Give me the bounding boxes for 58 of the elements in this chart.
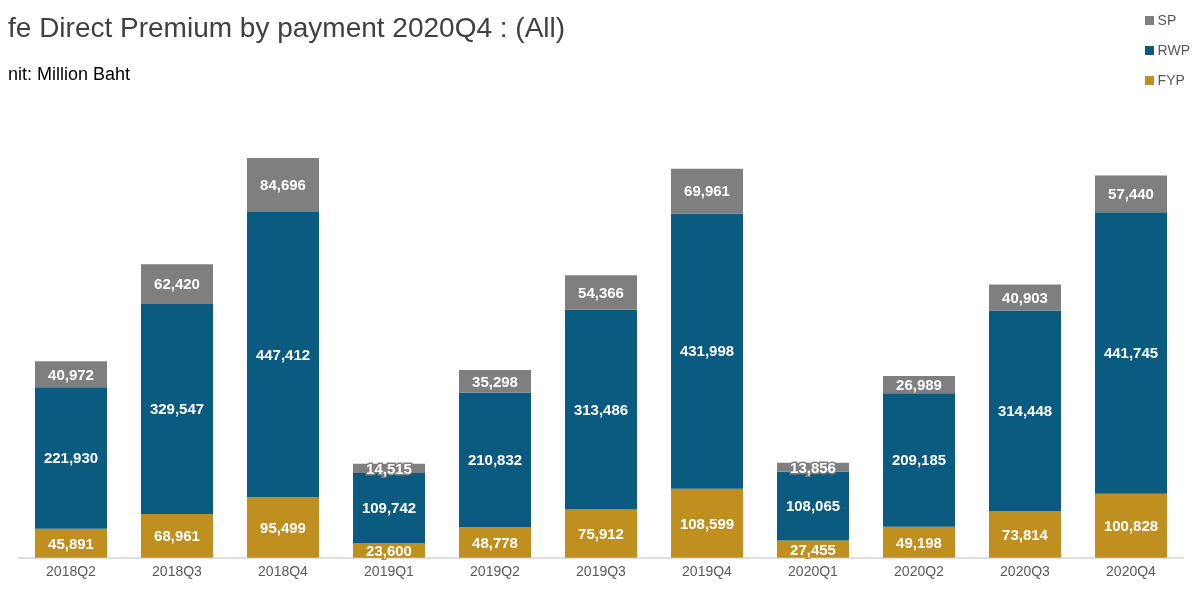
data-label: 314,448 <box>997 402 1053 420</box>
x-tick-label: 2019Q2 <box>470 562 521 579</box>
chart-subtitle: nit: Million Baht <box>8 64 131 85</box>
data-label: 49,198 <box>896 533 942 551</box>
data-label: 13,856 <box>790 458 836 476</box>
data-label: 84,696 <box>260 176 306 194</box>
data-label: 26,989 <box>896 376 942 394</box>
data-label: 210,832 <box>467 451 523 469</box>
data-label: 40,972 <box>48 365 94 383</box>
data-label: 108,065 <box>785 497 841 515</box>
data-label: 108,599 <box>679 514 735 532</box>
chart-title: fe Direct Premium by payment 2020Q4 : (All) <box>8 12 566 44</box>
x-tick-label: 2018Q4 <box>258 562 309 579</box>
x-tick-label: 2019Q4 <box>682 562 733 579</box>
data-label: 23,600 <box>366 541 412 559</box>
x-tick-label: 2018Q2 <box>46 562 97 579</box>
legend-label: SP <box>1157 12 1177 28</box>
data-label: 431,998 <box>679 342 735 360</box>
data-label: 54,366 <box>578 283 624 301</box>
bar <box>671 213 743 489</box>
x-tick-label: 2020Q1 <box>788 562 839 579</box>
x-tick-label: 2018Q3 <box>152 562 203 579</box>
x-tick-label: 2019Q1 <box>364 562 415 579</box>
data-label: 329,547 <box>149 400 205 418</box>
data-label: 62,420 <box>154 275 200 293</box>
x-tick-label: 2020Q4 <box>1106 562 1157 579</box>
data-label: 209,185 <box>891 451 947 469</box>
data-label: 48,778 <box>472 533 518 551</box>
data-label: 14,515 <box>366 459 412 477</box>
bar <box>141 304 213 515</box>
data-label: 69,961 <box>684 182 730 200</box>
data-label: 441,745 <box>1103 344 1159 362</box>
data-label: 100,828 <box>1103 517 1159 535</box>
data-label: 75,912 <box>578 525 624 543</box>
data-label: 68,961 <box>154 527 200 545</box>
data-label: 40,903 <box>1002 288 1048 306</box>
bar <box>35 387 107 529</box>
bar <box>1095 212 1167 494</box>
legend-label: RWP <box>1157 42 1190 58</box>
x-tick-label: 2019Q3 <box>576 562 627 579</box>
bar <box>565 309 637 510</box>
x-tick-label: 2020Q3 <box>1000 562 1051 579</box>
data-label: 109,742 <box>361 499 417 517</box>
data-label: 57,440 <box>1108 185 1154 203</box>
data-label: 73,814 <box>1002 525 1049 543</box>
bar <box>247 211 319 498</box>
bar <box>459 392 531 527</box>
data-label: 35,298 <box>472 372 518 390</box>
bar <box>883 393 955 527</box>
legend-label: FYP <box>1157 72 1185 88</box>
data-label: 95,499 <box>260 518 306 536</box>
data-label: 313,486 <box>573 401 629 419</box>
data-label: 447,412 <box>255 345 311 363</box>
bar <box>989 310 1061 511</box>
x-tick-label: 2020Q2 <box>894 562 945 579</box>
data-label: 221,930 <box>43 449 99 467</box>
data-label: 45,891 <box>48 534 94 552</box>
data-label: 27,455 <box>790 540 836 558</box>
